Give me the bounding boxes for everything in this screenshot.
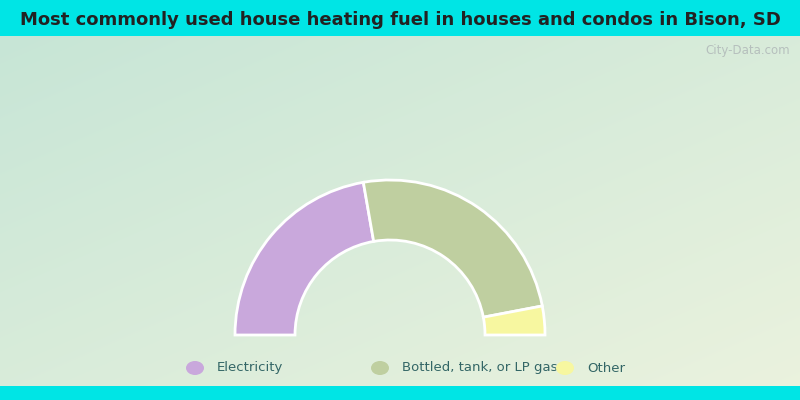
Text: Most commonly used house heating fuel in houses and condos in Bison, SD: Most commonly used house heating fuel in… xyxy=(19,11,781,29)
Wedge shape xyxy=(363,180,542,317)
Text: Other: Other xyxy=(587,362,625,374)
Wedge shape xyxy=(235,182,374,335)
Text: Bottled, tank, or LP gas: Bottled, tank, or LP gas xyxy=(402,362,558,374)
Text: Electricity: Electricity xyxy=(217,362,283,374)
Text: City-Data.com: City-Data.com xyxy=(706,44,790,57)
Ellipse shape xyxy=(186,361,204,375)
Wedge shape xyxy=(483,306,545,335)
Ellipse shape xyxy=(371,361,389,375)
Ellipse shape xyxy=(556,361,574,375)
